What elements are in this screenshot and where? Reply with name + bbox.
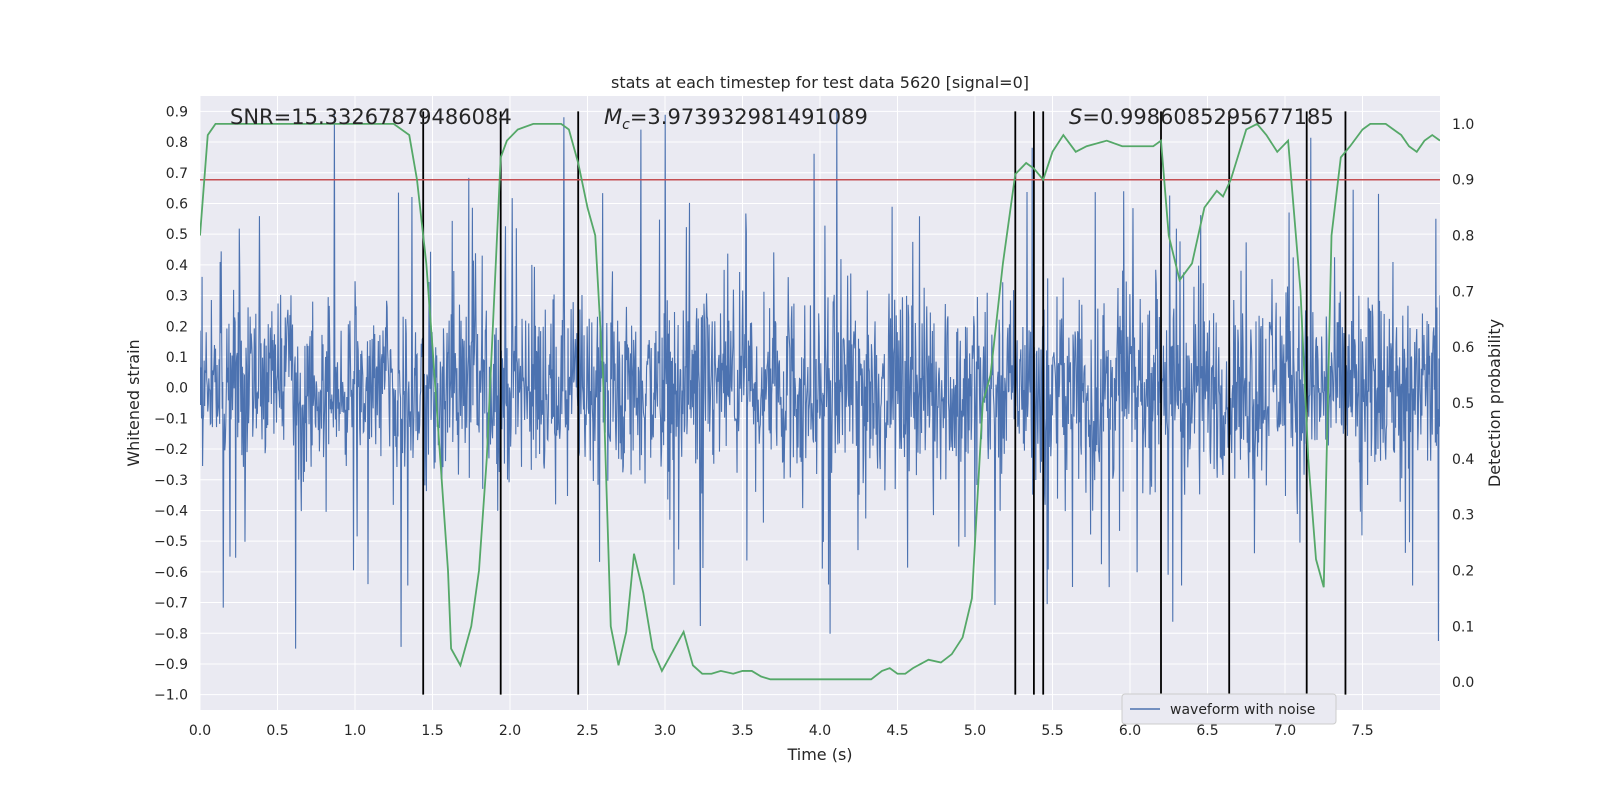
x-tick-label: 5.0: [964, 723, 986, 739]
y-left-tick-label: 0.5: [166, 227, 188, 243]
x-tick-label: 5.5: [1041, 723, 1063, 739]
x-tick-label: 3.0: [654, 723, 676, 739]
y-left-tick-label: −0.5: [154, 534, 188, 550]
y-axis-label-right: Detection probability: [1485, 319, 1504, 487]
x-tick-label: 3.5: [731, 723, 753, 739]
y-right-tick-label: 0.8: [1452, 229, 1474, 245]
x-tick-label: 6.0: [1119, 723, 1141, 739]
y-left-tick-label: 0.6: [166, 196, 188, 212]
x-tick-label: 1.0: [344, 723, 366, 739]
x-tick-label: 2.0: [499, 723, 521, 739]
y-left-tick-label: 0.0: [166, 381, 188, 397]
statistic-annotation: S=0.9986085295677185: [1069, 105, 1334, 129]
detection-probability-series: [200, 122, 1440, 681]
legend-box: [1121, 693, 1337, 725]
chirp-mass-symbol: M: [604, 105, 622, 129]
vertical-markers: [422, 111, 1347, 695]
probability-layer: [200, 122, 1440, 681]
statistic-symbol: S: [1069, 105, 1082, 129]
tick-labels: 0.0 0.5 1.0 1.5 2.0 2.5 3.0 3.5 4.0 4.5 5.0 5.5 6.0 6…: [154, 104, 1474, 739]
chirp-mass-annotation: Mc=3.973932981491089: [604, 105, 868, 133]
y-right-tick-label: 0.9: [1452, 173, 1474, 189]
legend-entry: waveform with noise: [1170, 702, 1315, 718]
y-left-tick-label: 0.2: [166, 319, 188, 335]
x-tick-label: 0.0: [189, 723, 211, 739]
chirp-mass-value: =3.973932981491089: [630, 105, 868, 129]
chart-title: stats at each timestep for test data 562…: [611, 73, 1029, 92]
y-left-tick-label: −1.0: [154, 688, 188, 704]
waveform-layer: [200, 111, 1440, 649]
x-tick-label: 1.5: [421, 723, 443, 739]
y-right-tick-label: 0.4: [1452, 452, 1474, 468]
y-left-tick-label: −0.4: [154, 503, 188, 519]
x-tick-label: 2.5: [576, 723, 598, 739]
y-right-tick-label: 0.2: [1452, 563, 1474, 579]
y-left-tick-label: −0.2: [154, 442, 188, 458]
y-left-tick-label: −0.3: [154, 473, 188, 489]
y-left-tick-label: −0.7: [154, 596, 188, 612]
legend: waveform with noise: [1121, 693, 1337, 725]
statistic-value: =0.9986085295677185: [1082, 105, 1333, 129]
y-left-tick-label: −0.9: [154, 657, 188, 673]
y-left-tick-label: 0.4: [166, 258, 188, 274]
snr-annotation: SNR=15.33267879486084: [230, 105, 512, 129]
y-right-tick-label: 0.6: [1452, 340, 1474, 356]
x-tick-label: 7.0: [1274, 723, 1296, 739]
y-right-tick-label: 0.0: [1452, 675, 1474, 691]
x-tick-label: 6.5: [1196, 723, 1218, 739]
y-left-tick-label: 0.9: [166, 104, 188, 120]
x-tick-label: 4.0: [809, 723, 831, 739]
x-tick-label: 0.5: [266, 723, 288, 739]
chirp-mass-subscript: c: [622, 117, 630, 133]
y-right-tick-label: 0.1: [1452, 619, 1474, 635]
y-right-tick-label: 0.5: [1452, 396, 1474, 412]
y-right-tick-label: 0.7: [1452, 284, 1474, 300]
waveform-series: [200, 111, 1440, 649]
y-left-tick-label: −0.8: [154, 626, 188, 642]
y-left-tick-label: −0.1: [154, 411, 188, 427]
y-left-tick-label: 0.8: [166, 135, 188, 151]
x-axis-label: Time (s): [786, 745, 852, 764]
y-left-tick-label: −0.6: [154, 565, 188, 581]
x-tick-label: 4.5: [886, 723, 908, 739]
y-left-tick-label: 0.3: [166, 289, 188, 305]
y-left-tick-label: 0.7: [166, 166, 188, 182]
y-axis-label-left: Whitened strain: [124, 339, 143, 466]
y-left-tick-label: 0.1: [166, 350, 188, 366]
y-right-tick-label: 1.0: [1452, 117, 1474, 133]
x-tick-label: 7.5: [1351, 723, 1373, 739]
y-right-tick-label: 0.3: [1452, 508, 1474, 524]
